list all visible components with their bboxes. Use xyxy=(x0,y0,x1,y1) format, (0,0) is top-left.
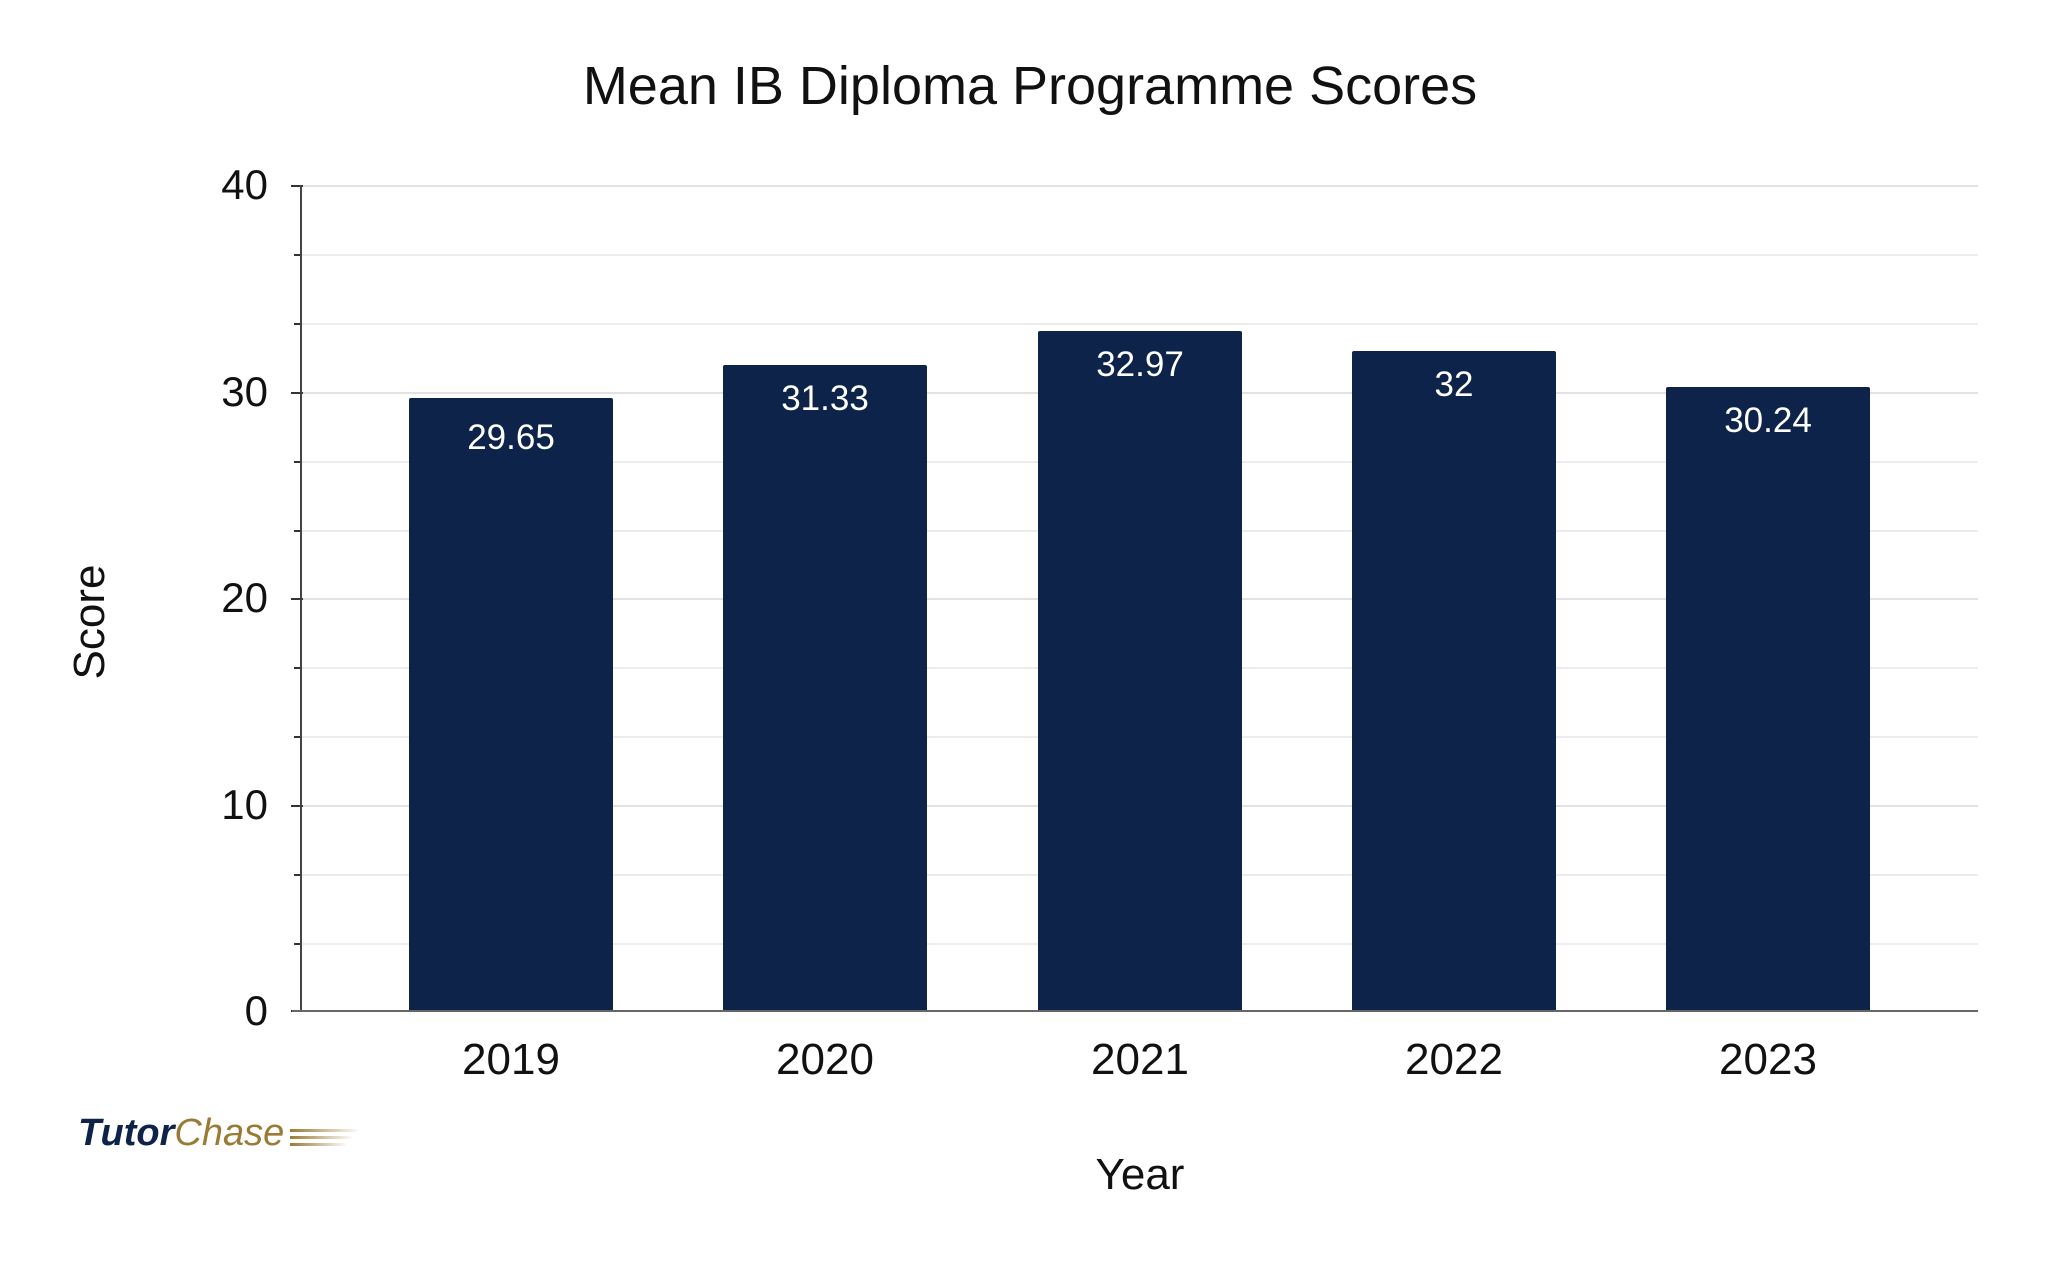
x-tick-label: 2021 xyxy=(1091,1035,1189,1084)
y-minor-tick-mark xyxy=(294,736,302,738)
gridline-minor xyxy=(300,254,1978,256)
y-minor-tick-mark xyxy=(294,530,302,532)
bar-2021: 32.97 xyxy=(1038,331,1242,1011)
y-axis-label: Score xyxy=(65,564,114,680)
speed-lines-icon xyxy=(290,1129,361,1146)
chart-title: Mean IB Diploma Programme Scores xyxy=(582,56,1478,116)
y-minor-tick-mark xyxy=(294,323,302,325)
x-tick-label: 2023 xyxy=(1719,1035,1817,1084)
gridline-minor xyxy=(300,323,1978,325)
y-minor-tick-mark xyxy=(294,461,302,463)
bar-value-label: 29.65 xyxy=(467,418,555,457)
x-tick-label: 2019 xyxy=(462,1035,560,1084)
y-tick-mark xyxy=(291,392,303,394)
y-minor-tick-mark xyxy=(294,667,302,669)
y-tick-mark xyxy=(291,805,303,807)
bar-2022: 32 xyxy=(1352,351,1556,1011)
y-tick-label: 0 xyxy=(244,987,268,1034)
y-minor-tick-mark xyxy=(294,874,302,876)
y-tick-mark xyxy=(291,598,303,600)
bar-value-label: 31.33 xyxy=(781,379,869,418)
x-tick-label: 2022 xyxy=(1405,1035,1503,1084)
y-axis-line xyxy=(300,185,302,1012)
gridline-40 xyxy=(300,185,1978,187)
y-minor-tick-mark xyxy=(294,254,302,256)
bar-2020: 31.33 xyxy=(723,365,927,1011)
y-tick-label: 10 xyxy=(221,781,268,828)
bar-value-label: 32.97 xyxy=(1096,345,1184,384)
bar-2023: 30.24 xyxy=(1666,387,1870,1011)
tutorchase-logo: Tutor Chase xyxy=(78,1112,361,1155)
x-tick-label: 2020 xyxy=(776,1035,874,1084)
y-tick-label: 40 xyxy=(221,161,268,208)
logo-text-tutor: Tutor xyxy=(78,1112,175,1154)
x-axis-label: Year xyxy=(1095,1150,1185,1199)
x-axis-line xyxy=(292,1010,1978,1012)
logo-text-chase: Chase xyxy=(174,1112,285,1154)
y-tick-label: 30 xyxy=(221,368,268,415)
y-tick-mark xyxy=(291,185,303,187)
bar-value-label: 30.24 xyxy=(1724,401,1812,440)
y-tick-label: 20 xyxy=(221,574,268,621)
y-minor-tick-mark xyxy=(294,943,302,945)
bar-2019: 29.65 xyxy=(409,398,613,1011)
bar-value-label: 32 xyxy=(1434,365,1474,404)
